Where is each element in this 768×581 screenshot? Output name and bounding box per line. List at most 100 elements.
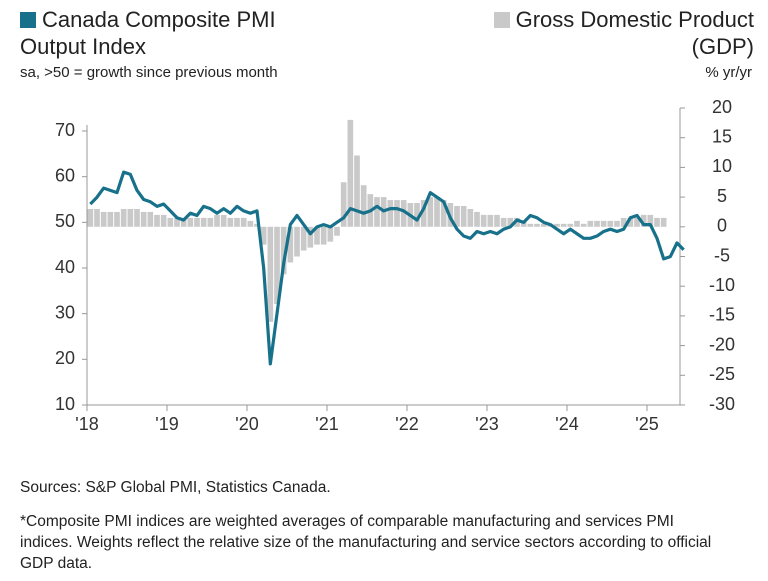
- bar: [240, 217, 247, 227]
- bar: [294, 226, 300, 257]
- bar: [194, 217, 200, 227]
- y-axis-label: sa, >50 = growth since previous month: [20, 64, 278, 81]
- bar: [140, 211, 147, 227]
- y2-tick-label: 20: [712, 97, 732, 117]
- bar: [574, 220, 580, 227]
- y-tick-label: 20: [55, 348, 75, 368]
- y2-tick-label: 10: [712, 156, 732, 176]
- x-tick-label: '20: [235, 414, 258, 434]
- bar: [300, 226, 307, 251]
- bar: [100, 211, 107, 227]
- bar: [347, 119, 354, 227]
- bar: [427, 197, 434, 227]
- bar: [147, 211, 154, 227]
- bar: [340, 182, 347, 227]
- bar: [87, 208, 94, 227]
- y2-tick-label: -30: [709, 394, 735, 414]
- bar: [167, 217, 174, 227]
- bar: [287, 226, 294, 263]
- bar: [527, 223, 534, 227]
- y-tick-label: 30: [55, 302, 75, 322]
- bar: [567, 223, 574, 227]
- bar: [614, 220, 620, 227]
- bar: [540, 223, 547, 227]
- bar: [214, 214, 220, 227]
- y2-tick-label: -10: [709, 275, 735, 295]
- legend-swatch: [493, 12, 510, 28]
- x-tick-label: '21: [315, 414, 338, 434]
- bar: [480, 214, 487, 227]
- bar: [234, 217, 240, 227]
- bar: [120, 208, 127, 227]
- bar: [374, 197, 380, 227]
- bar: [474, 211, 480, 227]
- bar: [160, 214, 167, 227]
- legend-line: Canada Composite PMI Output Index: [20, 6, 310, 60]
- bar: [307, 226, 314, 248]
- bar: [274, 226, 280, 305]
- bar: [647, 214, 654, 227]
- bar: [460, 206, 467, 227]
- bar: [414, 203, 420, 227]
- y2-axis-label: % yr/yr: [705, 64, 752, 81]
- x-tick-label: '19: [155, 414, 178, 434]
- bar: [594, 220, 600, 227]
- bar: [247, 220, 254, 227]
- bar: [200, 217, 207, 227]
- bar: [487, 214, 494, 227]
- bar: [420, 200, 427, 227]
- bar: [207, 217, 214, 227]
- bar: [127, 208, 134, 227]
- bar: [494, 214, 500, 227]
- bar: [114, 211, 120, 227]
- legend-label: Canada Composite PMI Output Index: [20, 7, 276, 59]
- bar: [440, 200, 447, 227]
- y2-tick-label: 0: [717, 216, 727, 236]
- y-tick-label: 50: [55, 211, 75, 231]
- legend-label: Gross Domestic Product (GDP): [515, 7, 754, 59]
- x-tick-label: '18: [75, 414, 98, 434]
- bar: [434, 197, 440, 227]
- y-tick-label: 60: [55, 165, 75, 185]
- bar: [634, 217, 640, 227]
- bar: [454, 206, 460, 227]
- bar: [220, 214, 227, 227]
- bar: [94, 208, 100, 227]
- bar: [154, 214, 160, 227]
- y-tick-label: 40: [55, 257, 75, 277]
- y2-tick-label: 15: [712, 126, 732, 146]
- bar: [600, 220, 607, 227]
- bar: [640, 214, 647, 227]
- x-tick-label: '22: [395, 414, 418, 434]
- bar: [387, 200, 394, 227]
- x-tick-label: '23: [475, 414, 498, 434]
- bar: [394, 200, 400, 227]
- y-tick-label: 10: [55, 394, 75, 414]
- bar: [187, 217, 194, 227]
- y2-tick-label: -25: [709, 364, 735, 384]
- bar: [107, 211, 114, 227]
- bar: [627, 217, 634, 227]
- bar: [507, 217, 514, 227]
- y-tick-label: 70: [55, 120, 75, 140]
- bar: [180, 217, 187, 227]
- y2-tick-label: -15: [709, 305, 735, 325]
- bar: [654, 217, 660, 227]
- bar: [587, 220, 594, 227]
- legend-swatch: [20, 12, 36, 28]
- bar: [260, 226, 267, 245]
- bar: [227, 217, 234, 227]
- bar: [514, 217, 520, 227]
- bar: [607, 220, 614, 227]
- line: [89, 170, 685, 366]
- sources: Sources: S&P Global PMI, Statistics Cana…: [20, 479, 331, 496]
- bar: [660, 217, 667, 227]
- bar: [500, 217, 507, 227]
- bar: [580, 223, 587, 227]
- bar: [314, 226, 320, 245]
- bar: [267, 226, 274, 322]
- x-tick-label: '25: [635, 414, 658, 434]
- bar: [327, 226, 334, 242]
